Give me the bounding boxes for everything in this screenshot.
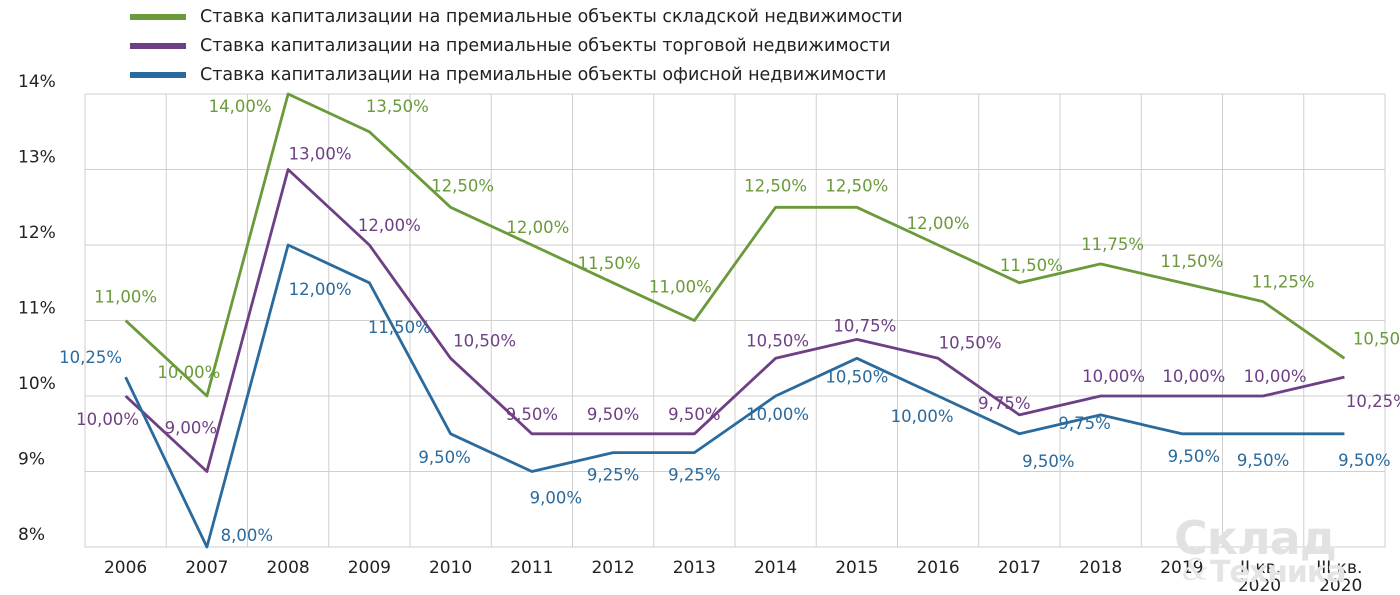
legend-item-retail: Ставка капитализации на премиальные объе… [130, 31, 903, 60]
data-label-office: 10,25% [59, 348, 122, 367]
y-tick-label: 8% [18, 525, 45, 545]
data-label-office: 9,25% [587, 466, 639, 485]
data-label-office: 10,00% [891, 407, 954, 426]
gridlines [84, 93, 1386, 548]
data-label-retail: 9,50% [587, 405, 639, 424]
data-label-office: 11,50% [368, 318, 431, 337]
data-label-office: 9,50% [1022, 452, 1074, 471]
legend-item-warehouse: Ставка капитализации на премиальные объе… [130, 2, 903, 31]
x-tick-label: II кв. 2020 [1238, 558, 1281, 595]
data-label-warehouse: 10,50% [1353, 329, 1400, 348]
data-label-retail: 13,00% [289, 145, 352, 164]
legend-swatch-retail [130, 42, 186, 49]
data-label-warehouse: 12,50% [431, 176, 494, 195]
legend-label-office: Ставка капитализации на премиальные объе… [200, 64, 887, 85]
data-label-retail: 10,50% [939, 333, 1002, 352]
x-tick-label: III кв. 2020 [1316, 558, 1362, 595]
x-tick-label: 2006 [104, 558, 147, 578]
data-label-office: 10,50% [825, 367, 888, 386]
x-tick-label: 2016 [916, 558, 959, 578]
data-label-retail: 10,00% [1162, 367, 1225, 386]
x-tick-label: 2013 [673, 558, 716, 578]
watermark-amp: & [1182, 553, 1209, 588]
series-line-office [124, 243, 1345, 549]
data-label-retail: 12,00% [358, 216, 421, 235]
series-line-retail [124, 168, 1345, 473]
x-tick-label: 2010 [429, 558, 472, 578]
x-tick-label: 2019 [1160, 558, 1203, 578]
data-label-retail: 9,00% [165, 419, 217, 438]
y-axis-tick-labels: 8% 9% 10% 11% 12% 13% 14% [18, 72, 56, 545]
data-label-retail: 9,50% [506, 405, 558, 424]
data-label-retail: 10,00% [1082, 367, 1145, 386]
data-label-warehouse: 12,00% [506, 218, 569, 237]
x-tick-label: 2014 [754, 558, 797, 578]
y-tick-label: 12% [18, 223, 56, 243]
x-tick-label: 2008 [266, 558, 309, 578]
data-label-warehouse: 13,50% [366, 97, 429, 116]
data-label-warehouse: 11,00% [94, 288, 157, 307]
x-tick-label: 2009 [348, 558, 391, 578]
data-label-office: 9,50% [1338, 451, 1390, 470]
watermark-line1: Склад [1174, 511, 1337, 565]
data-label-office: 9,25% [668, 466, 720, 485]
data-label-warehouse: 12,00% [907, 214, 970, 233]
x-axis-tick-labels: 2006 2007 2008 2009 2010 2011 2012 2013 2014 2015… [104, 558, 1362, 595]
data-label-office: 9,50% [418, 448, 470, 467]
x-tick-label: 2012 [591, 558, 634, 578]
y-tick-label: 10% [18, 374, 56, 394]
data-label-retail: 10,00% [76, 410, 139, 429]
legend-swatch-warehouse [130, 13, 186, 20]
y-tick-label: 13% [18, 148, 56, 168]
legend-label-warehouse: Ставка капитализации на премиальные объе… [200, 6, 903, 27]
legend-swatch-office [130, 71, 186, 78]
data-label-warehouse: 11,50% [1160, 252, 1223, 271]
x-tick-label: 2018 [1079, 558, 1122, 578]
data-label-office: 9,50% [1237, 451, 1289, 470]
legend-item-office: Ставка капитализации на премиальные объе… [130, 60, 903, 89]
watermark-line2: Техника [1210, 555, 1347, 590]
x-tick-label: 2017 [998, 558, 1041, 578]
y-tick-label: 11% [18, 299, 56, 319]
series-lines [124, 92, 1346, 549]
data-label-warehouse: 11,50% [1000, 256, 1063, 275]
data-label-warehouse: 11,00% [649, 278, 712, 297]
data-label-retail: 10,00% [1244, 367, 1307, 386]
legend-label-retail: Ставка капитализации на премиальные объе… [200, 35, 891, 56]
y-tick-label: 9% [18, 450, 45, 470]
watermark-logo: Склад & Техника [1172, 511, 1384, 590]
data-label-retail: 10,50% [746, 331, 809, 350]
data-label-retail: 10,75% [833, 316, 896, 335]
data-label-office: 9,50% [1168, 447, 1220, 466]
data-label-warehouse: 11,50% [578, 254, 641, 273]
data-label-warehouse: 11,75% [1081, 235, 1144, 254]
x-tick-label: 2007 [185, 558, 228, 578]
data-label-retail: 9,75% [978, 394, 1030, 413]
data-label-office: 8,00% [221, 526, 273, 545]
data-label-office: 10,00% [746, 405, 809, 424]
y-tick-label: 14% [18, 72, 56, 92]
x-tick-label: 2011 [510, 558, 553, 578]
data-label-retail: 9,50% [668, 405, 720, 424]
data-label-office: 9,75% [1058, 414, 1110, 433]
series-line-warehouse [124, 92, 1346, 398]
data-label-retail: 10,25% [1346, 392, 1400, 411]
data-label-warehouse: 12,50% [825, 176, 888, 195]
data-label-warehouse: 10,00% [157, 363, 220, 382]
data-labels: 11,00% 10,00% 14,00% 13,50% 12,50% 12,00% 11,5… [59, 97, 1400, 545]
legend: Ставка капитализации на премиальные объе… [130, 2, 903, 89]
data-label-retail: 10,50% [453, 331, 516, 350]
data-label-warehouse: 14,00% [209, 97, 272, 116]
data-label-warehouse: 12,50% [744, 176, 807, 195]
data-label-office: 12,00% [289, 280, 352, 299]
data-label-warehouse: 11,25% [1252, 273, 1315, 292]
data-label-office: 9,00% [530, 489, 582, 508]
x-tick-label: 2015 [835, 558, 878, 578]
